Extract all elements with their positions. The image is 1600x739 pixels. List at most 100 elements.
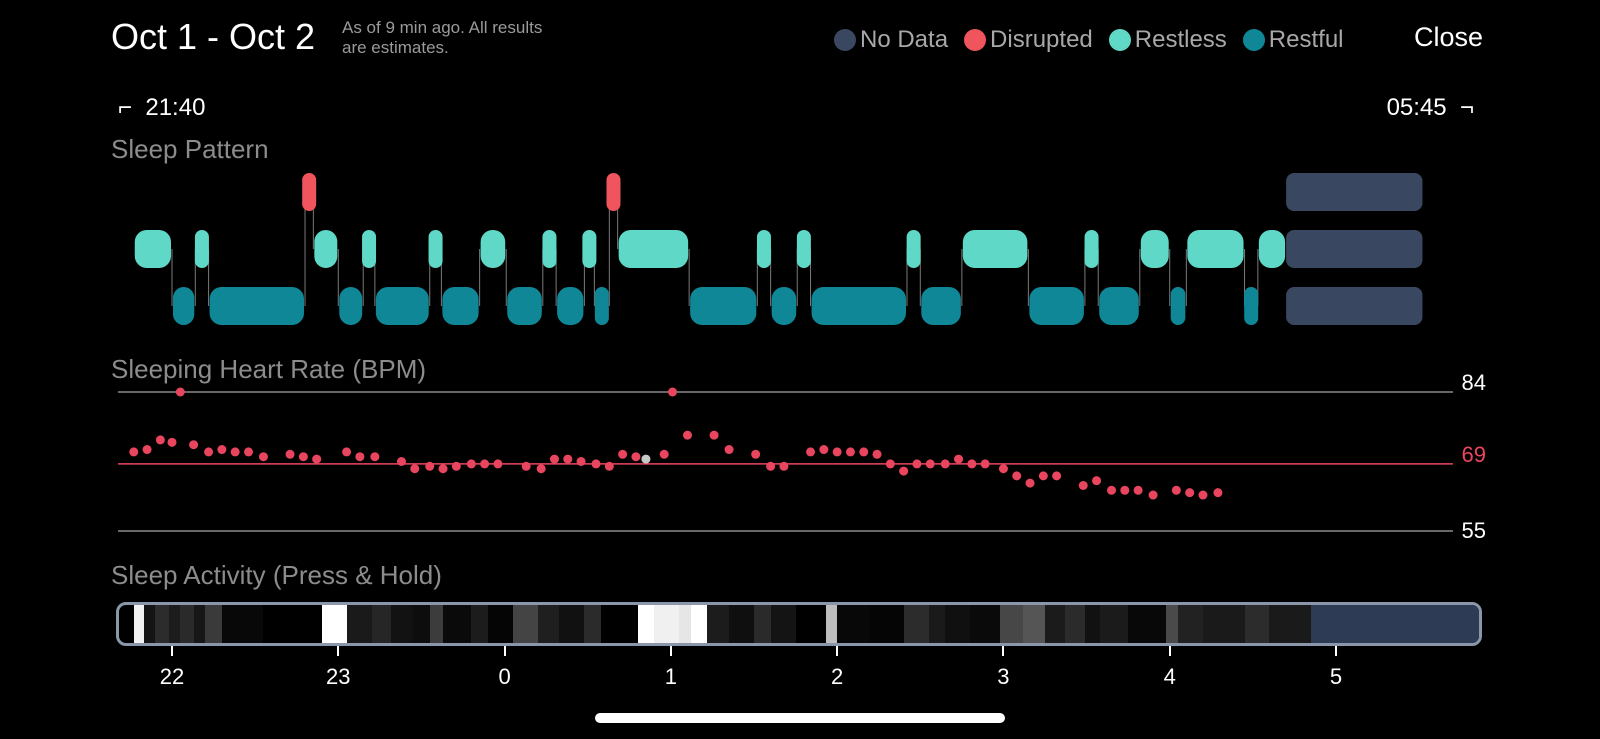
hr-point — [859, 447, 869, 457]
sleep-activity-bar[interactable] — [116, 602, 1482, 646]
pattern-restless-bar — [194, 230, 209, 268]
pattern-restless-bar — [542, 230, 557, 268]
activity-segment — [1023, 605, 1045, 643]
hr-point — [1092, 476, 1102, 486]
activity-segment — [1084, 605, 1100, 643]
hr-point — [466, 459, 476, 469]
pattern-restless-bar — [1140, 230, 1169, 268]
home-indicator[interactable] — [595, 713, 1005, 723]
hr-point — [912, 459, 922, 469]
legend-item-disrupted: Disrupted — [964, 26, 1093, 54]
activity-segment — [321, 605, 347, 643]
hr-point — [1213, 488, 1223, 498]
legend-label: Disrupted — [990, 26, 1093, 53]
activity-segment — [870, 605, 904, 643]
start-time-label: 21:40 — [145, 94, 206, 121]
activity-segment — [429, 605, 444, 643]
hr-point — [845, 447, 855, 457]
activity-segment — [795, 605, 826, 643]
hr-point — [1148, 490, 1158, 500]
tick-label: 23 — [326, 664, 351, 689]
tick-mark — [836, 646, 839, 656]
tick-label: 5 — [1329, 664, 1343, 689]
hr-point — [618, 449, 628, 459]
tick-label: 4 — [1163, 664, 1176, 689]
hr-point — [155, 435, 165, 445]
activity-segment — [707, 605, 730, 643]
pattern-no-data-bar — [1286, 287, 1423, 325]
activity-segment — [263, 605, 322, 643]
pattern-restful-bar — [1099, 287, 1139, 325]
hr-point — [659, 449, 669, 459]
hr-point — [1198, 490, 1208, 500]
tick-mark — [337, 646, 340, 656]
hr-point — [954, 454, 964, 464]
hr-point — [967, 459, 977, 469]
tick-mark — [1002, 646, 1005, 656]
activity-segment — [770, 605, 796, 643]
hr-point — [724, 445, 734, 455]
hr-point — [342, 447, 352, 457]
legend-label: Restless — [1134, 26, 1227, 53]
pattern-restful-bar — [442, 287, 479, 325]
hr-point — [1038, 471, 1048, 481]
hr-point — [258, 452, 268, 462]
disrupted-dot-icon — [964, 29, 987, 51]
pattern-restless-bar — [756, 230, 771, 268]
activity-segment — [1128, 605, 1167, 643]
hr-point — [563, 454, 573, 464]
pattern-restful-bar — [173, 287, 195, 325]
pattern-restful-bar — [1029, 287, 1084, 325]
hr-point — [709, 430, 719, 440]
legend-item-no-data: No Data — [834, 26, 948, 54]
activity-segment — [1045, 605, 1065, 643]
legend: No Data Disrupted Restless Restful — [834, 24, 1344, 56]
activity-segment — [928, 605, 946, 643]
pattern-no-data-bar — [1286, 173, 1423, 211]
start-bracket-icon: ⌐ — [118, 94, 133, 121]
hr-point — [806, 447, 816, 457]
hr-point — [438, 464, 448, 474]
legend-item-restful: Restful — [1242, 26, 1344, 54]
tick-mark — [1335, 646, 1337, 656]
hr-point — [1120, 485, 1130, 495]
activity-segment — [1269, 605, 1312, 643]
pattern-disrupted-bar — [302, 173, 317, 211]
pattern-restless-bar — [582, 230, 597, 268]
pattern-restful-bar — [1244, 287, 1259, 325]
hr-point — [536, 464, 546, 474]
activity-segment — [637, 605, 655, 643]
activity-segment — [1064, 605, 1085, 643]
hr-point — [980, 459, 990, 469]
pattern-restful-bar — [921, 287, 961, 325]
heart-rate-title: Sleeping Heart Rate (BPM) — [111, 354, 427, 384]
activity-segment — [690, 605, 708, 643]
activity-segment — [143, 605, 156, 643]
hr-point — [396, 457, 406, 466]
tick-label: 2 — [831, 664, 844, 689]
pattern-disrupted-bar — [606, 173, 621, 211]
end-time-label: 05:45 — [1386, 94, 1447, 121]
activity-segment — [413, 605, 430, 643]
hr-point — [521, 461, 531, 471]
activity-segment — [133, 605, 144, 643]
tick-mark — [503, 646, 506, 656]
activity-no-data-region — [1311, 605, 1479, 643]
restful-dot-icon — [1242, 29, 1265, 51]
legend-label: Restful — [1268, 26, 1344, 53]
activity-segment — [221, 605, 264, 643]
activity-segment — [371, 605, 392, 643]
hr-point — [204, 447, 214, 457]
hr-point — [604, 461, 614, 471]
pattern-restless-bar — [1084, 230, 1099, 268]
activity-segment — [193, 605, 206, 643]
tick-label: 3 — [997, 664, 1010, 689]
hr-point — [1171, 485, 1181, 495]
close-button[interactable]: Close — [1414, 22, 1484, 52]
activity-segment — [601, 605, 638, 643]
pattern-restful-bar — [209, 287, 305, 325]
pattern-restful-bar — [594, 287, 609, 325]
hr-point — [779, 461, 789, 471]
activity-segment — [945, 605, 971, 643]
pattern-restful-bar — [690, 287, 757, 325]
